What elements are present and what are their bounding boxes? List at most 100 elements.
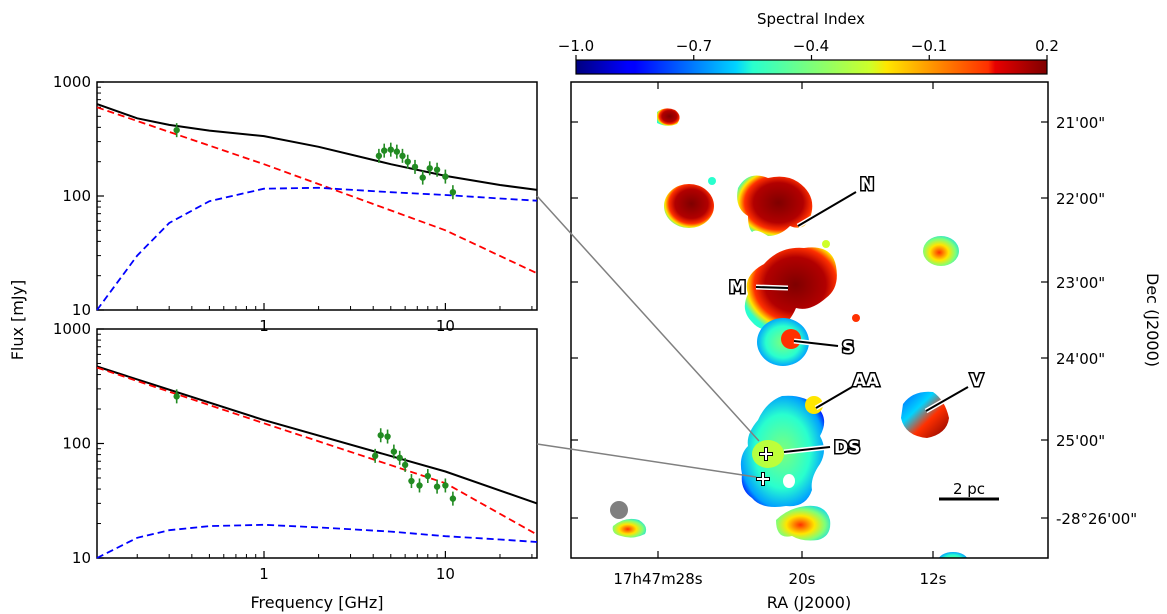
blob-S-core xyxy=(781,329,801,349)
data-point xyxy=(393,148,401,155)
map-y-tick-label: 24'00" xyxy=(1056,350,1105,368)
connector-line-bottom xyxy=(536,443,757,478)
source-label-DS: DS xyxy=(834,438,860,458)
x-axis-label: Frequency [GHz] xyxy=(250,593,383,612)
map-frame xyxy=(570,81,1049,559)
map-x-axis-label: RA (J2000) xyxy=(767,593,851,612)
series-top xyxy=(96,103,538,311)
data-point xyxy=(387,146,394,153)
pointer-AA-core xyxy=(815,386,853,409)
model-total-line xyxy=(96,365,538,505)
data-point xyxy=(371,452,379,460)
data-point xyxy=(449,495,457,502)
colorbar-ticks xyxy=(575,55,1048,60)
data-point xyxy=(433,166,441,173)
y-tick-label: 1000 xyxy=(53,320,91,338)
data-point xyxy=(377,432,384,439)
model-component-line xyxy=(96,366,538,536)
blob-small-2 xyxy=(822,240,830,248)
y-axis-bottom: 10 100 1000 xyxy=(53,320,104,567)
map-y-tick-label: -28°26'00" xyxy=(1056,510,1137,528)
data-point xyxy=(173,126,180,134)
data-point xyxy=(401,461,409,469)
blob-topleft xyxy=(657,108,680,126)
map-x-ticks xyxy=(657,82,934,558)
map-y-tick-label: 25'00" xyxy=(1056,432,1105,450)
x-tick-label: 10 xyxy=(436,565,455,583)
blob-hole xyxy=(783,474,795,488)
scale-bar-label: 2 pc xyxy=(953,480,985,498)
y-tick-label: 1000 xyxy=(53,73,91,91)
map-x-tick-label: 17h47m28s xyxy=(613,570,702,588)
data-point xyxy=(424,472,432,480)
data-point xyxy=(433,483,441,490)
map-y-axis-label: Dec (J2000) xyxy=(1143,273,1162,367)
model-component-line xyxy=(96,106,538,275)
data-point xyxy=(384,433,391,440)
cross-marker-1-inner xyxy=(760,448,772,460)
source-label-S: S xyxy=(842,338,854,358)
sed-panel-bottom: 10 100 1000 1 10 xyxy=(53,320,538,583)
blob-right xyxy=(923,236,959,266)
colorbar-tick-label: −0.1 xyxy=(911,37,947,55)
map-x-tick-label: 20s xyxy=(789,570,816,588)
data-point xyxy=(416,482,423,489)
blob-M xyxy=(744,247,837,330)
plot-frame-bottom xyxy=(96,328,538,559)
map-y-tick-label: 22'00" xyxy=(1056,190,1105,208)
blob-AA-core xyxy=(805,396,823,414)
data-point xyxy=(381,147,388,154)
pointer-M-core xyxy=(755,286,789,289)
colorbar-tick-label: −0.4 xyxy=(793,37,829,55)
map-y-tick-label: 21'00" xyxy=(1056,114,1105,132)
blob-bottom-left xyxy=(612,518,647,538)
colorbar-gradient xyxy=(575,59,1048,75)
colorbar-title: Spectral Index xyxy=(757,10,865,28)
colorbar-tick-label: −0.7 xyxy=(676,37,712,55)
x-axis-bottom: 1 10 xyxy=(136,551,533,583)
x-tick-label: 1 xyxy=(259,317,269,335)
sed-panel-top: 10 100 1000 1 10 xyxy=(53,73,538,335)
beam-marker xyxy=(610,501,628,519)
colorbar-tick-label: 0.2 xyxy=(1035,37,1059,55)
model-component-line xyxy=(96,523,538,559)
source-label-V: V xyxy=(970,371,984,391)
map-x-tick-label: 12s xyxy=(920,570,947,588)
cross-marker-2-inner xyxy=(757,473,769,485)
series-bottom xyxy=(96,365,538,559)
data-point xyxy=(411,163,419,171)
y-tick-label: 10 xyxy=(72,549,91,567)
y-axis-label: Flux [mJy] xyxy=(8,280,27,361)
model-component-line xyxy=(96,186,538,311)
x-tick-label: 10 xyxy=(436,317,455,335)
y-tick-label: 100 xyxy=(62,435,91,453)
y-axis-top: 10 100 1000 xyxy=(53,73,104,319)
data-point xyxy=(404,158,411,165)
colorbar-tick-label: −1.0 xyxy=(558,37,594,55)
colorbar: −1.0 −0.7 −0.4 −0.1 0.2 Spectral Index xyxy=(558,10,1059,75)
model-total-line xyxy=(96,103,538,191)
blob-bottom-right xyxy=(938,552,968,558)
data-point xyxy=(426,165,433,172)
y-tick-label: 100 xyxy=(62,187,91,205)
data-point xyxy=(442,482,449,489)
connector-line-top xyxy=(536,195,760,442)
blob-bottom-mid xyxy=(776,505,831,541)
data-point xyxy=(396,454,403,462)
data-point xyxy=(399,152,406,160)
blob-N xyxy=(737,175,813,236)
data-point xyxy=(419,174,426,181)
data-point xyxy=(442,173,449,180)
data-point xyxy=(173,393,180,400)
map-y-tick-label: 23'00" xyxy=(1056,274,1105,292)
data-point xyxy=(449,188,457,196)
y-tick-label: 10 xyxy=(72,301,91,319)
pointer-DS-core xyxy=(783,446,831,453)
blob-small-3 xyxy=(852,314,860,322)
spectral-index-map: N M S AA V DS 2 pc xyxy=(570,81,1162,612)
pointer-V-core xyxy=(925,386,969,412)
data-point xyxy=(390,448,398,455)
blob-left xyxy=(664,184,714,228)
blob-small-1 xyxy=(708,177,716,185)
